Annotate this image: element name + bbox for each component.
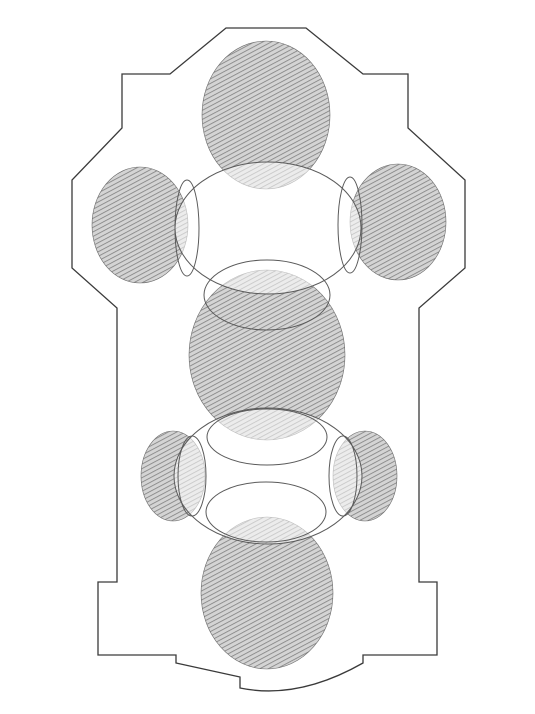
east-transept-ring	[337, 176, 363, 274]
vault-rings	[173, 161, 363, 545]
east-transept-vault	[349, 163, 447, 281]
lower-crossing-ring	[173, 407, 363, 545]
shaded-vaults	[91, 40, 447, 670]
building-outline	[71, 27, 466, 692]
west-transept-ring	[174, 179, 200, 277]
crossing-fills	[174, 162, 362, 544]
transept-rings	[174, 176, 363, 517]
west-lower-ring	[177, 435, 207, 517]
west-transept-vault	[91, 166, 189, 284]
upper-nave-ring	[203, 259, 331, 331]
east-lower-ring	[328, 435, 358, 517]
south-entry-ring	[205, 481, 327, 543]
lower-nave-ring	[206, 408, 328, 466]
